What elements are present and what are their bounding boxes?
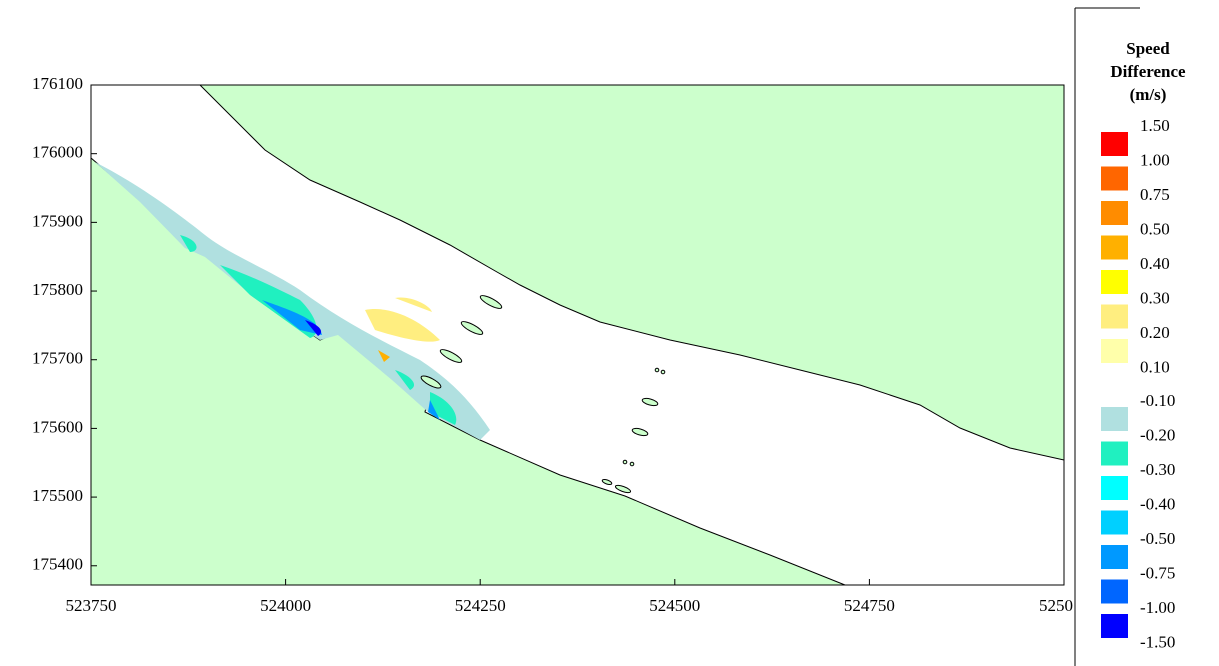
- legend-swatch: [1101, 476, 1128, 500]
- x-tick-label: 524000: [260, 596, 311, 615]
- legend-label: -1.50: [1140, 632, 1175, 651]
- legend: Speed Difference (m/s) 1.50 1.00 0.75 0.50 0.40…: [1101, 39, 1186, 651]
- legend-label: 0.40: [1140, 254, 1170, 273]
- legend-label: 1.50: [1140, 116, 1170, 135]
- island: [629, 461, 635, 467]
- island: [420, 375, 442, 389]
- x-tick-label: 524250: [455, 596, 506, 615]
- legend-swatch: [1101, 270, 1128, 294]
- plot-frame: [90, 84, 1065, 586]
- legend-swatch: [1101, 235, 1128, 260]
- y-tick-label: 176000: [32, 143, 83, 162]
- legend-swatch: [1101, 339, 1128, 363]
- legend-label: 0.20: [1140, 323, 1170, 342]
- island: [479, 295, 503, 309]
- y-tick-label: 175900: [32, 211, 83, 230]
- legend-label: 1.00: [1140, 150, 1170, 169]
- strong-decrease-zone: [262, 300, 440, 420]
- legend-label: 0.50: [1140, 219, 1170, 238]
- y-tick-label: 175400: [32, 555, 83, 574]
- legend-swatch: [1101, 166, 1128, 191]
- legend-swatch: [1101, 510, 1128, 535]
- legend-label: -1.00: [1140, 598, 1175, 617]
- y-tick-label: 175600: [32, 417, 83, 436]
- legend-label: -0.50: [1140, 529, 1175, 548]
- island: [439, 349, 463, 363]
- islands: [420, 295, 666, 494]
- legend-swatch: [1101, 579, 1128, 604]
- island: [641, 397, 659, 407]
- legend-label: -0.20: [1140, 425, 1175, 444]
- land-north: [198, 84, 1065, 461]
- x-tick-label: 5250: [1039, 596, 1073, 615]
- legend-swatch: [1101, 614, 1128, 638]
- legend-title: Difference: [1110, 62, 1186, 81]
- legend-swatch: [1101, 545, 1128, 569]
- legend-title: (m/s): [1130, 85, 1167, 104]
- legend-label: -0.40: [1140, 494, 1175, 513]
- y-tick-label: 175800: [32, 280, 83, 299]
- legend-title: Speed: [1126, 39, 1170, 58]
- legend-swatch: [1101, 132, 1128, 156]
- legend-swatch: [1101, 304, 1128, 329]
- island: [660, 369, 666, 375]
- island: [631, 427, 649, 437]
- legend-label: -0.75: [1140, 563, 1175, 582]
- y-tick-label: 175700: [32, 349, 83, 368]
- map-layer: [90, 84, 1065, 586]
- y-tick-label: 175500: [32, 486, 83, 505]
- decrease-zone: [180, 235, 457, 425]
- legend-panel: [1075, 8, 1219, 666]
- strong-decrease-core: [305, 320, 322, 336]
- island: [460, 321, 484, 335]
- x-tick-label: 524750: [844, 596, 895, 615]
- legend-swatch: [1101, 407, 1128, 431]
- x-tick-label: 523750: [66, 596, 117, 615]
- legend-swatch: [1101, 441, 1128, 466]
- legend-label: -0.10: [1140, 391, 1175, 410]
- increase-zone: [365, 297, 440, 342]
- legend-label: 0.75: [1140, 185, 1170, 204]
- legend-label: 0.10: [1140, 357, 1170, 376]
- island: [614, 484, 632, 494]
- axes: 175400 175500 175600 175700 175800 175900 1760…: [32, 74, 1073, 615]
- island: [622, 459, 628, 465]
- x-tick-label: 524500: [649, 596, 700, 615]
- island: [601, 478, 613, 486]
- legend-label: -0.30: [1140, 460, 1175, 479]
- y-tick-label: 176100: [32, 74, 83, 93]
- legend-swatch: [1101, 201, 1128, 225]
- increase-core: [378, 350, 390, 362]
- island: [654, 367, 660, 373]
- legend-label: 0.30: [1140, 288, 1170, 307]
